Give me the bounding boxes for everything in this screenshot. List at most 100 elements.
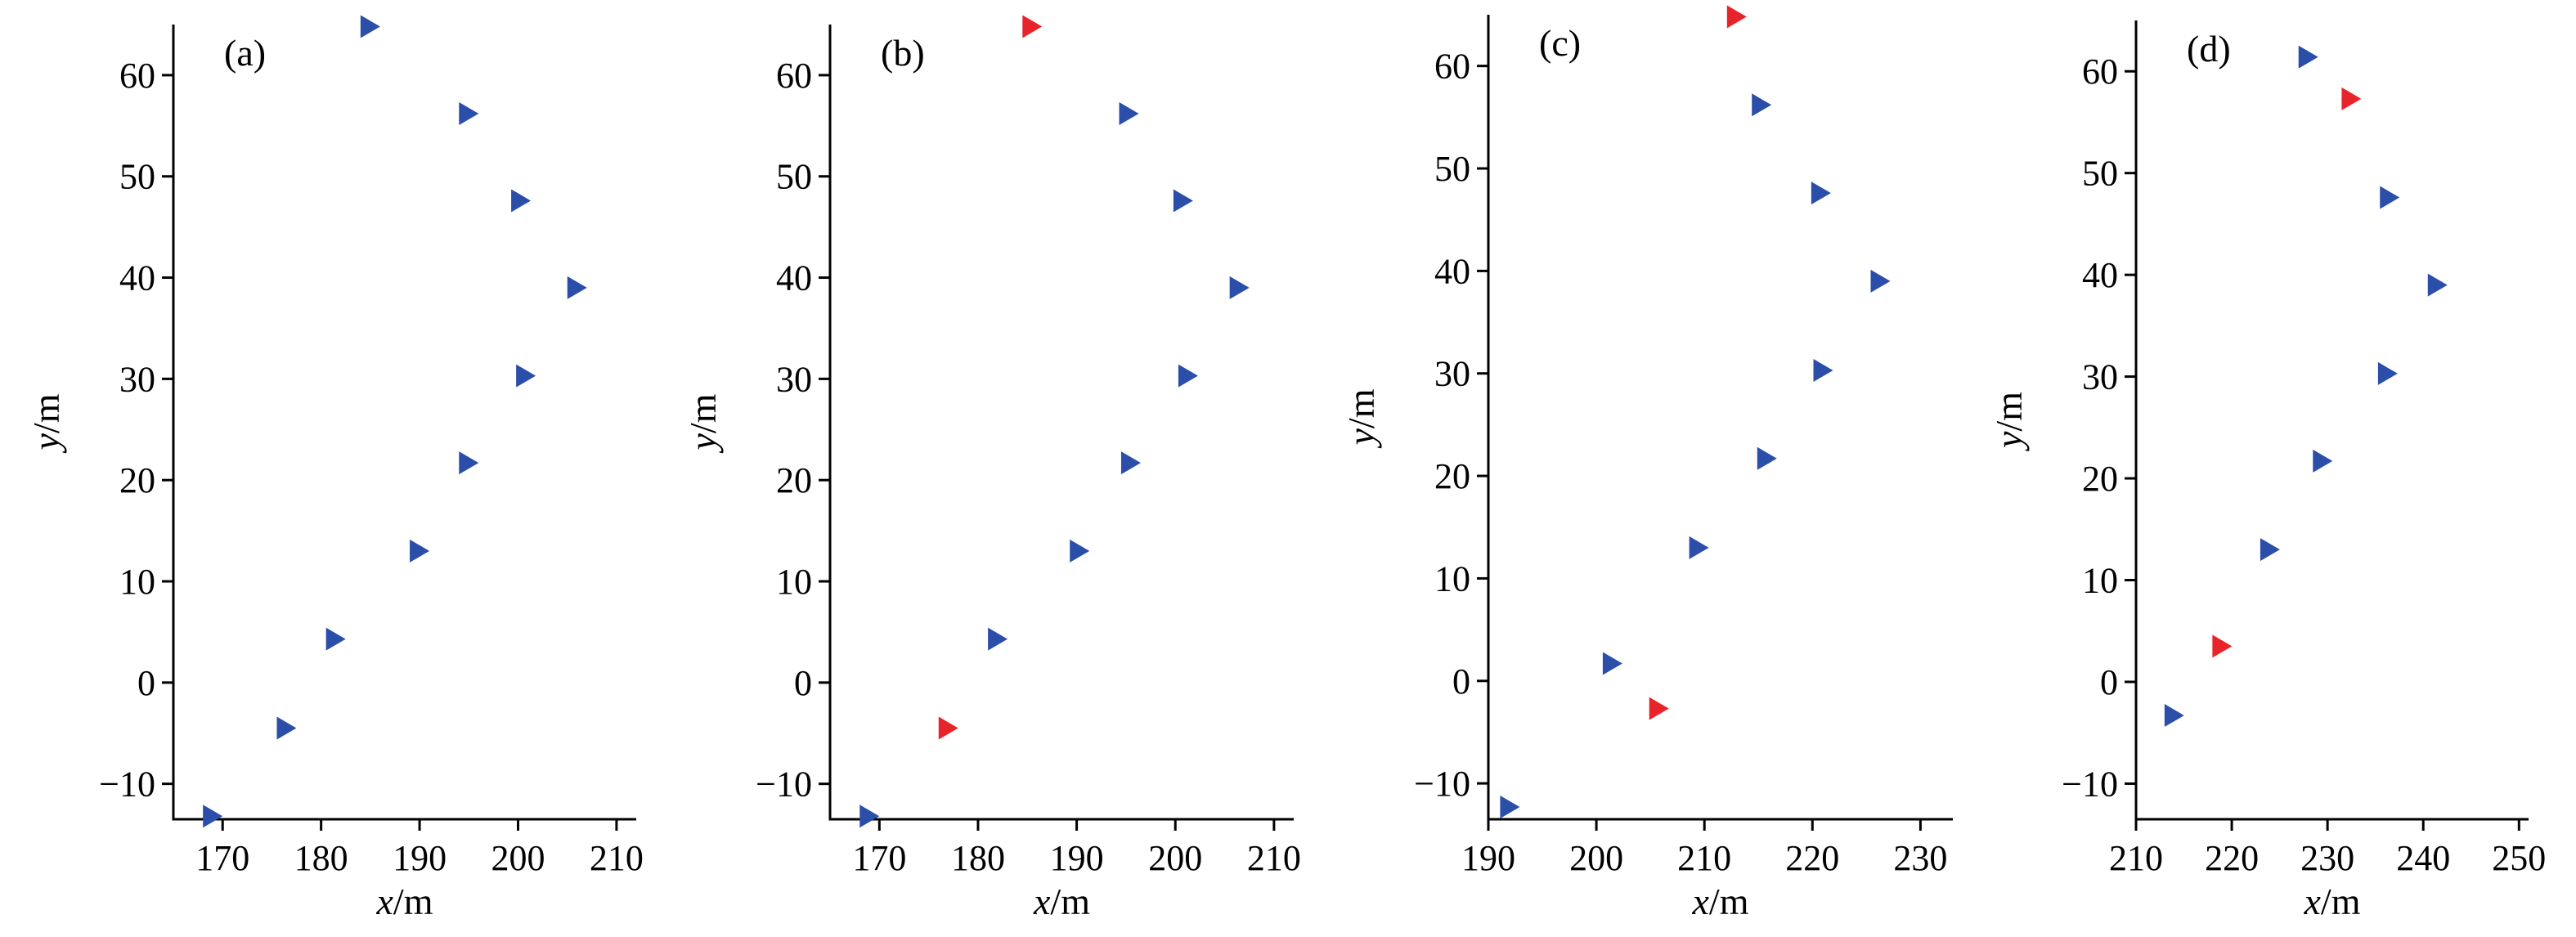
x-tick-label: 180 [294, 838, 348, 878]
y-axis-label-unit: /m [1340, 388, 1382, 428]
y-tick-label: −10 [2062, 764, 2118, 804]
x-tick-label: 210 [1247, 838, 1301, 878]
x-tick-label: 220 [1785, 838, 1839, 878]
x-tick-label: 230 [2300, 838, 2354, 878]
axes-spine [2134, 20, 2529, 821]
data-point [1119, 101, 1139, 125]
x-tick-label: 210 [590, 838, 644, 878]
y-axis-label-var: y [682, 433, 724, 453]
x-axis-label: x/m [2304, 881, 2361, 922]
y-tick-label: 0 [794, 663, 812, 703]
y-axis-label-unit: /m [682, 393, 724, 433]
x-axis-label-unit: /m [1050, 881, 1090, 922]
x-tick-label: 250 [2492, 838, 2546, 878]
data-point-highlight [2341, 87, 2362, 110]
x-tick-label: 240 [2396, 838, 2450, 878]
x-axis-label: x/m [1692, 881, 1749, 922]
y-tick-label: 50 [776, 157, 812, 197]
data-point [2313, 449, 2333, 473]
y-tick-label: 20 [776, 460, 812, 500]
x-axis-label-var: x [376, 881, 394, 922]
y-tick-label: 10 [1434, 558, 1470, 599]
y-axis-label: y/m [682, 393, 724, 453]
data-point [1752, 93, 1772, 117]
axes-spine [1487, 15, 1953, 821]
y-tick-label: −10 [756, 764, 812, 805]
data-point [2260, 538, 2280, 562]
y-tick-label: 60 [2082, 52, 2118, 92]
y-axis-label-var: y [1988, 431, 2030, 451]
data-point [459, 101, 479, 125]
data-point [1173, 189, 1193, 213]
data-point [2298, 45, 2318, 69]
data-point [516, 364, 536, 388]
x-tick-label: 220 [2205, 838, 2259, 878]
data-point [859, 805, 880, 828]
y-axis-label-var: y [25, 433, 67, 453]
data-point [1689, 536, 1709, 559]
data-point [1500, 795, 1520, 818]
y-tick-label: 10 [119, 562, 155, 602]
x-tick-label: 190 [1050, 838, 1104, 878]
y-tick-label: 40 [1434, 251, 1470, 291]
y-tick-label: 0 [1452, 661, 1470, 702]
y-tick-label: 60 [119, 56, 155, 96]
y-axis-label-unit: /m [25, 393, 67, 433]
x-tick-label: 210 [1677, 838, 1731, 878]
y-tick-label: 30 [776, 359, 812, 399]
data-point [276, 716, 297, 740]
y-tick-label: 30 [1434, 354, 1470, 394]
x-tick-label: 190 [393, 838, 447, 878]
data-point [2427, 273, 2448, 297]
data-point [511, 189, 532, 213]
data-point [459, 451, 479, 475]
x-tick-label: 170 [852, 838, 906, 878]
y-tick-label: 40 [2082, 255, 2118, 295]
y-tick-label: 50 [2082, 154, 2118, 194]
x-tick-label: 170 [195, 838, 249, 878]
data-point [1870, 269, 1891, 293]
data-point [1120, 451, 1141, 475]
data-point [1070, 539, 1090, 563]
x-axis-label: x/m [1033, 881, 1090, 922]
y-tick-label: 50 [1434, 149, 1470, 189]
y-tick-label: 40 [119, 258, 155, 298]
data-point-highlight [2212, 634, 2233, 658]
data-point-highlight [1022, 15, 1043, 38]
x-tick-label: 210 [2109, 838, 2163, 878]
data-point [325, 627, 346, 651]
data-point [203, 805, 223, 828]
data-point [1757, 446, 1777, 470]
x-axis-label-var: x [2304, 881, 2322, 922]
y-tick-label: 20 [1434, 456, 1470, 496]
x-tick-label: 200 [1569, 838, 1623, 878]
data-point [567, 276, 587, 299]
y-tick-label: 30 [2082, 357, 2118, 397]
panel-label: (b) [881, 32, 925, 74]
data-point [360, 15, 380, 38]
y-tick-label: 60 [776, 56, 812, 96]
y-axis-label: y/m [25, 393, 67, 453]
data-point-highlight [938, 716, 958, 740]
x-tick-label: 200 [491, 838, 545, 878]
x-tick-label: 180 [951, 838, 1005, 878]
panel-label: (c) [1539, 22, 1581, 64]
data-point [2164, 704, 2184, 728]
data-point-highlight [1649, 697, 1669, 720]
y-axis-label: y/m [1988, 392, 2030, 451]
y-tick-label: −10 [1414, 764, 1470, 804]
y-tick-label: 0 [2100, 662, 2118, 702]
y-tick-label: 0 [137, 663, 155, 703]
y-tick-label: 50 [119, 157, 155, 197]
x-axis-label-unit: /m [2321, 881, 2361, 922]
panel-label: (a) [224, 32, 266, 74]
y-tick-label: 40 [776, 258, 812, 298]
y-axis-label-var: y [1340, 428, 1382, 448]
panel-label: (d) [2187, 28, 2231, 69]
x-tick-label: 200 [1148, 838, 1202, 878]
data-point [1602, 652, 1622, 675]
